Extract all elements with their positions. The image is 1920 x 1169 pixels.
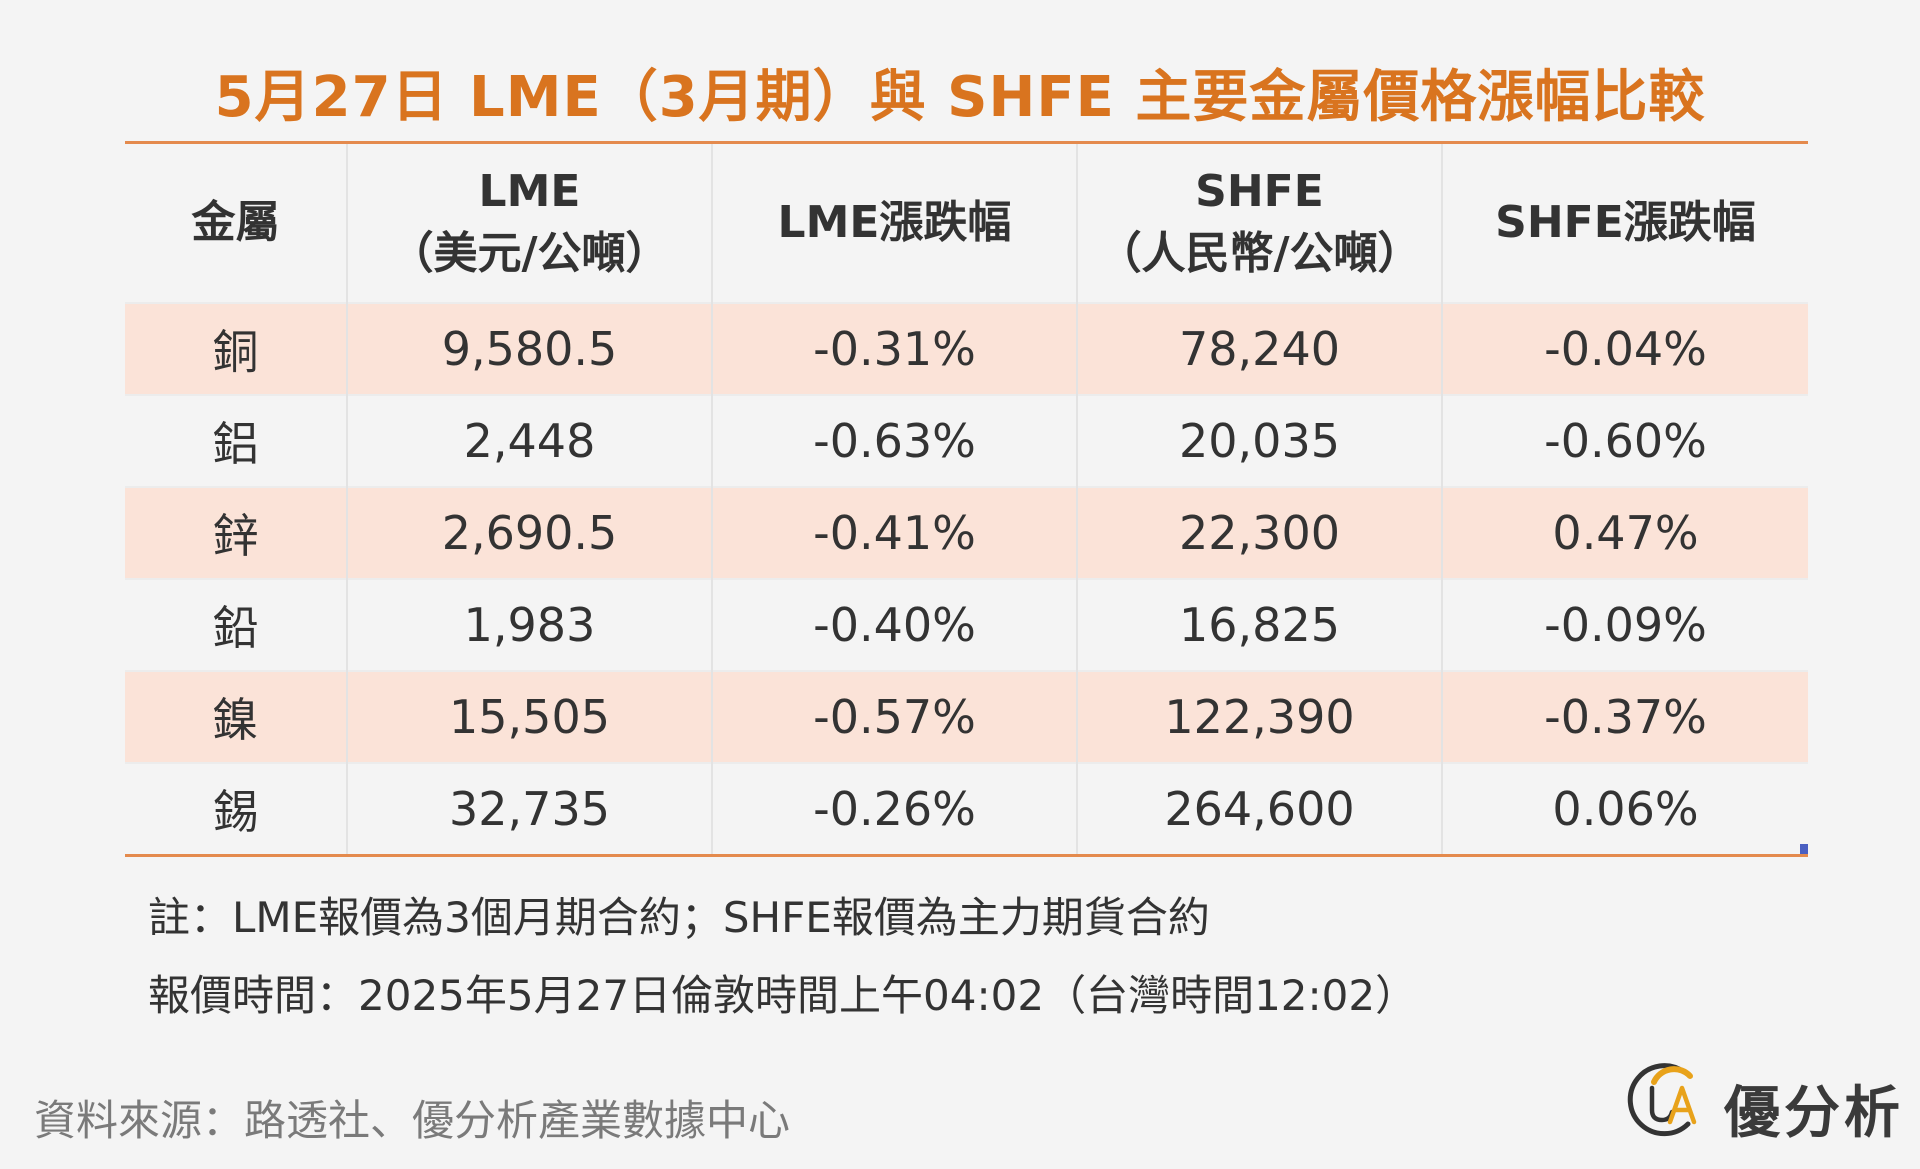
header-lme: LME （美元/公噸） bbox=[346, 144, 712, 303]
data-source: 資料來源：路透社、優分析產業數據中心 bbox=[34, 1096, 791, 1145]
cell-lme-price: 2,690.5 bbox=[346, 486, 712, 579]
cell-lme-price: 32,735 bbox=[346, 762, 712, 854]
cell-metal: 錫 bbox=[125, 762, 347, 854]
table-row-lead: 鉛 1,983 -0.40% 16,825 -0.09% bbox=[125, 578, 1808, 671]
cell-lme-change: -0.63% bbox=[711, 394, 1077, 487]
header-metal: 金屬 bbox=[191, 197, 280, 248]
table-row-nickel: 鎳 15,505 -0.57% 122,390 -0.37% bbox=[125, 670, 1808, 763]
cell-metal: 鎳 bbox=[125, 670, 347, 763]
table-top-rule bbox=[125, 141, 1808, 144]
quote-time-note: 報價時間：2025年5月27日倫敦時間上午04:02（台灣時間12:02） bbox=[148, 971, 1418, 1020]
cell-shfe-change: -0.60% bbox=[1441, 394, 1808, 487]
cell-metal: 鋁 bbox=[125, 394, 347, 487]
contract-note: 註：LME報價為3個月期合約；SHFE報價為主力期貨合約 bbox=[148, 893, 1210, 942]
cell-shfe-change: -0.04% bbox=[1441, 302, 1808, 395]
brand-logo: 優分析 bbox=[1624, 1054, 1904, 1150]
metals-table: 金屬 LME （美元/公噸） LME漲跌幅 SHFE （人民幣/公噸） SHFE… bbox=[125, 144, 1808, 854]
ua-logo-icon bbox=[1627, 1063, 1697, 1137]
cell-lme-change: -0.31% bbox=[711, 302, 1077, 395]
cell-lme-price: 15,505 bbox=[346, 670, 712, 763]
cell-metal: 鋅 bbox=[125, 486, 347, 579]
cell-lme-change: -0.57% bbox=[711, 670, 1077, 763]
cell-shfe-price: 16,825 bbox=[1076, 578, 1442, 671]
cell-shfe-change: 0.47% bbox=[1441, 486, 1808, 579]
table-row-zinc: 鋅 2,690.5 -0.41% 22,300 0.47% bbox=[125, 486, 1808, 579]
cell-lme-price: 1,983 bbox=[346, 578, 712, 671]
cell-shfe-price: 122,390 bbox=[1076, 670, 1442, 763]
price-comparison-table: 金屬 LME （美元/公噸） LME漲跌幅 SHFE （人民幣/公噸） SHFE… bbox=[125, 141, 1808, 857]
table-bottom-rule bbox=[125, 854, 1808, 857]
table-row-tin: 錫 32,735 -0.26% 264,600 0.06% bbox=[125, 762, 1808, 854]
header-shfe: SHFE （人民幣/公噸） bbox=[1076, 144, 1442, 303]
cell-shfe-change: -0.37% bbox=[1441, 670, 1808, 763]
cell-lme-change: -0.26% bbox=[711, 762, 1077, 854]
brand-name: 優分析 bbox=[1724, 1081, 1904, 1146]
cell-shfe-change: 0.06% bbox=[1441, 762, 1808, 854]
cell-metal: 銅 bbox=[125, 302, 347, 395]
cell-lme-change: -0.40% bbox=[711, 578, 1077, 671]
cell-shfe-price: 20,035 bbox=[1076, 394, 1442, 487]
table-row-copper: 銅 9,580.5 -0.31% 78,240 -0.04% bbox=[125, 302, 1808, 395]
cell-shfe-price: 22,300 bbox=[1076, 486, 1442, 579]
page-title: 5月27日 LME（3月期）與 SHFE 主要金屬價格漲幅比較 bbox=[214, 65, 1706, 130]
cell-shfe-price: 78,240 bbox=[1076, 302, 1442, 395]
cell-shfe-price: 264,600 bbox=[1076, 762, 1442, 854]
header-shfe-change: SHFE漲跌幅 bbox=[1441, 144, 1808, 303]
cell-lme-change: -0.41% bbox=[711, 486, 1077, 579]
cell-lme-price: 2,448 bbox=[346, 394, 712, 487]
cell-shfe-change: -0.09% bbox=[1441, 578, 1808, 671]
cell-metal: 鉛 bbox=[125, 578, 347, 671]
table-row-aluminium: 鋁 2,448 -0.63% 20,035 -0.60% bbox=[125, 394, 1808, 487]
cell-lme-price: 9,580.5 bbox=[346, 302, 712, 395]
table-header-row: 金屬 LME （美元/公噸） LME漲跌幅 SHFE （人民幣/公噸） SHFE… bbox=[125, 144, 1808, 303]
corner-mark-icon bbox=[1800, 844, 1808, 854]
header-lme-change: LME漲跌幅 bbox=[711, 144, 1077, 303]
